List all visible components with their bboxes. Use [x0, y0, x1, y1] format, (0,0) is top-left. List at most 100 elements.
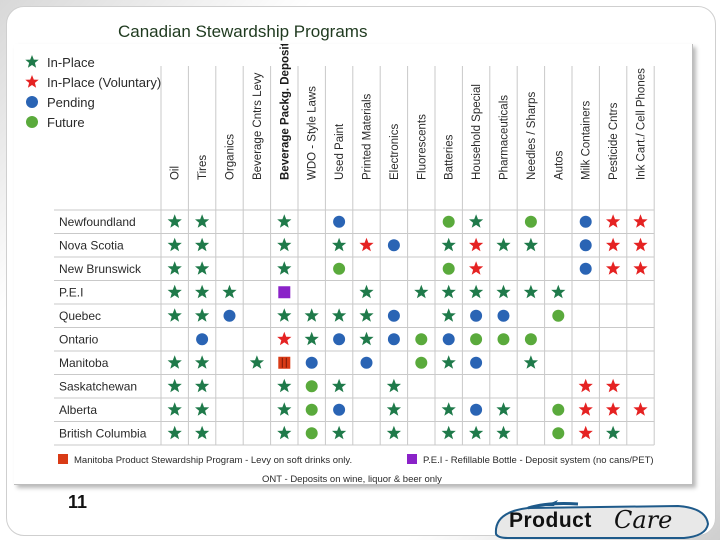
column-header: WDO - Style Laws	[307, 86, 319, 180]
in-place-star-icon	[441, 237, 456, 252]
stewardship-table: In-Place In-Place (Voluntary) Pending Futur…	[25, 44, 655, 484]
column-header: Oil	[170, 166, 182, 180]
column-header: Needles / Sharps	[526, 92, 538, 180]
column-header: Organics	[225, 134, 237, 180]
in-place-star-icon	[332, 378, 347, 393]
future-circle-icon	[497, 333, 510, 346]
in-place-star-icon	[195, 237, 210, 252]
in-place-star-icon	[386, 425, 401, 440]
future-circle-icon	[333, 262, 346, 275]
row-label: Saskatchewan	[59, 379, 137, 393]
product-care-logo-swoosh	[494, 500, 710, 539]
in-place-star-icon	[441, 402, 456, 416]
pending-circle-icon	[223, 309, 236, 322]
in-place-star-icon	[277, 425, 292, 440]
in-place-star-icon	[469, 214, 484, 228]
note-pei: P.E.I - Refillable Bottle - Deposit syst…	[423, 455, 654, 466]
row-label: P.E.I	[59, 285, 83, 299]
note-manitoba: Manitoba Product Stewardship Program - L…	[74, 455, 352, 466]
column-header: Fluorescents	[416, 114, 428, 180]
pei-note-square-icon	[407, 454, 417, 464]
voluntary-star-icon	[633, 237, 648, 252]
logo-word-care: Care	[614, 506, 673, 534]
in-place-star-icon	[167, 402, 182, 416]
in-place-star-icon	[523, 284, 538, 299]
pending-circle-icon	[579, 215, 592, 228]
in-place-star-icon	[167, 308, 182, 322]
future-circle-icon	[552, 403, 565, 416]
column-header: Used Paint	[334, 123, 346, 180]
row-label: Quebec	[59, 309, 101, 323]
row-label: Nova Scotia	[59, 238, 124, 252]
pending-circle-icon	[579, 239, 592, 252]
in-place-star-icon	[167, 425, 182, 440]
future-circle-icon	[305, 380, 318, 393]
in-place-star-icon	[441, 284, 456, 299]
in-place-star-icon	[304, 331, 319, 346]
in-place-star-icon	[167, 378, 182, 393]
in-place-star-icon	[359, 284, 374, 299]
future-circle-icon	[552, 309, 565, 322]
voluntary-star-icon	[606, 237, 621, 252]
voluntary-star-icon	[633, 402, 648, 416]
future-legend-circle-icon	[26, 116, 38, 128]
voluntary-star-icon	[359, 237, 374, 252]
pending-circle-icon	[360, 356, 373, 369]
pending-circle-icon	[387, 333, 400, 346]
manitoba-note-square-icon	[58, 454, 68, 464]
in-place-star-icon	[332, 237, 347, 252]
in-place-star-icon	[277, 237, 292, 252]
in-place-star-icon	[469, 284, 484, 299]
in-place-star-icon	[195, 355, 210, 369]
future-circle-icon	[415, 333, 428, 346]
future-circle-icon	[524, 333, 537, 346]
in-place-star-icon	[469, 425, 484, 440]
in-place-star-icon	[441, 355, 456, 369]
in-place-star-icon	[496, 284, 511, 299]
manitoba-square-icon	[278, 356, 291, 369]
in-place-star-icon	[332, 308, 347, 322]
pending-circle-icon	[333, 333, 346, 346]
voluntary-star-icon	[469, 237, 484, 252]
row-label: British Columbia	[59, 426, 147, 440]
column-header: Batteries	[444, 134, 456, 180]
column-header: Milk Containers	[581, 101, 593, 180]
in-place-star-icon	[496, 425, 511, 440]
note-ontario: ONT - Deposits on wine, liquor & beer on…	[262, 474, 442, 484]
future-circle-icon	[305, 427, 318, 440]
pending-legend-circle-icon	[26, 96, 38, 108]
voluntary-star-icon	[606, 261, 621, 275]
pending-circle-icon	[196, 333, 209, 346]
row-label: Ontario	[59, 332, 99, 346]
voluntary-star-icon	[633, 261, 648, 275]
column-header: Tires	[197, 155, 209, 180]
in-place-star-icon	[551, 284, 566, 299]
slide-number: 11	[68, 492, 88, 512]
in-place-star-icon	[441, 425, 456, 440]
pending-circle-icon	[333, 215, 346, 228]
column-header: Printed Materials	[362, 93, 374, 180]
voluntary-star-icon	[606, 378, 621, 393]
column-header: Ink Cart./ Cell Phones	[636, 68, 648, 180]
column-header: Electronics	[389, 124, 401, 180]
column-header: Pesticide Cntrs	[608, 102, 620, 180]
legend-label-in-place: In-Place	[47, 55, 95, 70]
in-place-star-icon	[195, 214, 210, 228]
in-place-star-icon	[277, 378, 292, 393]
in-place-star-icon	[222, 284, 237, 299]
slide-title: Canadian Stewardship Programs	[118, 22, 368, 41]
stewardship-table-panel: In-Place In-Place (Voluntary) Pending Futur…	[14, 44, 693, 485]
in-place-star-icon	[195, 402, 210, 416]
pending-circle-icon	[497, 309, 510, 322]
pending-circle-icon	[470, 309, 483, 322]
in-place-star-icon	[496, 237, 511, 252]
in-place-star-icon	[441, 308, 456, 322]
row-label: Manitoba	[59, 356, 109, 370]
pending-circle-icon	[387, 309, 400, 322]
future-circle-icon	[442, 262, 455, 275]
pending-circle-icon	[442, 333, 455, 346]
in-place-star-icon	[386, 402, 401, 416]
in-place-star-icon	[195, 284, 210, 299]
in-place-star-icon	[249, 355, 264, 369]
in-place-star-icon	[167, 284, 182, 299]
